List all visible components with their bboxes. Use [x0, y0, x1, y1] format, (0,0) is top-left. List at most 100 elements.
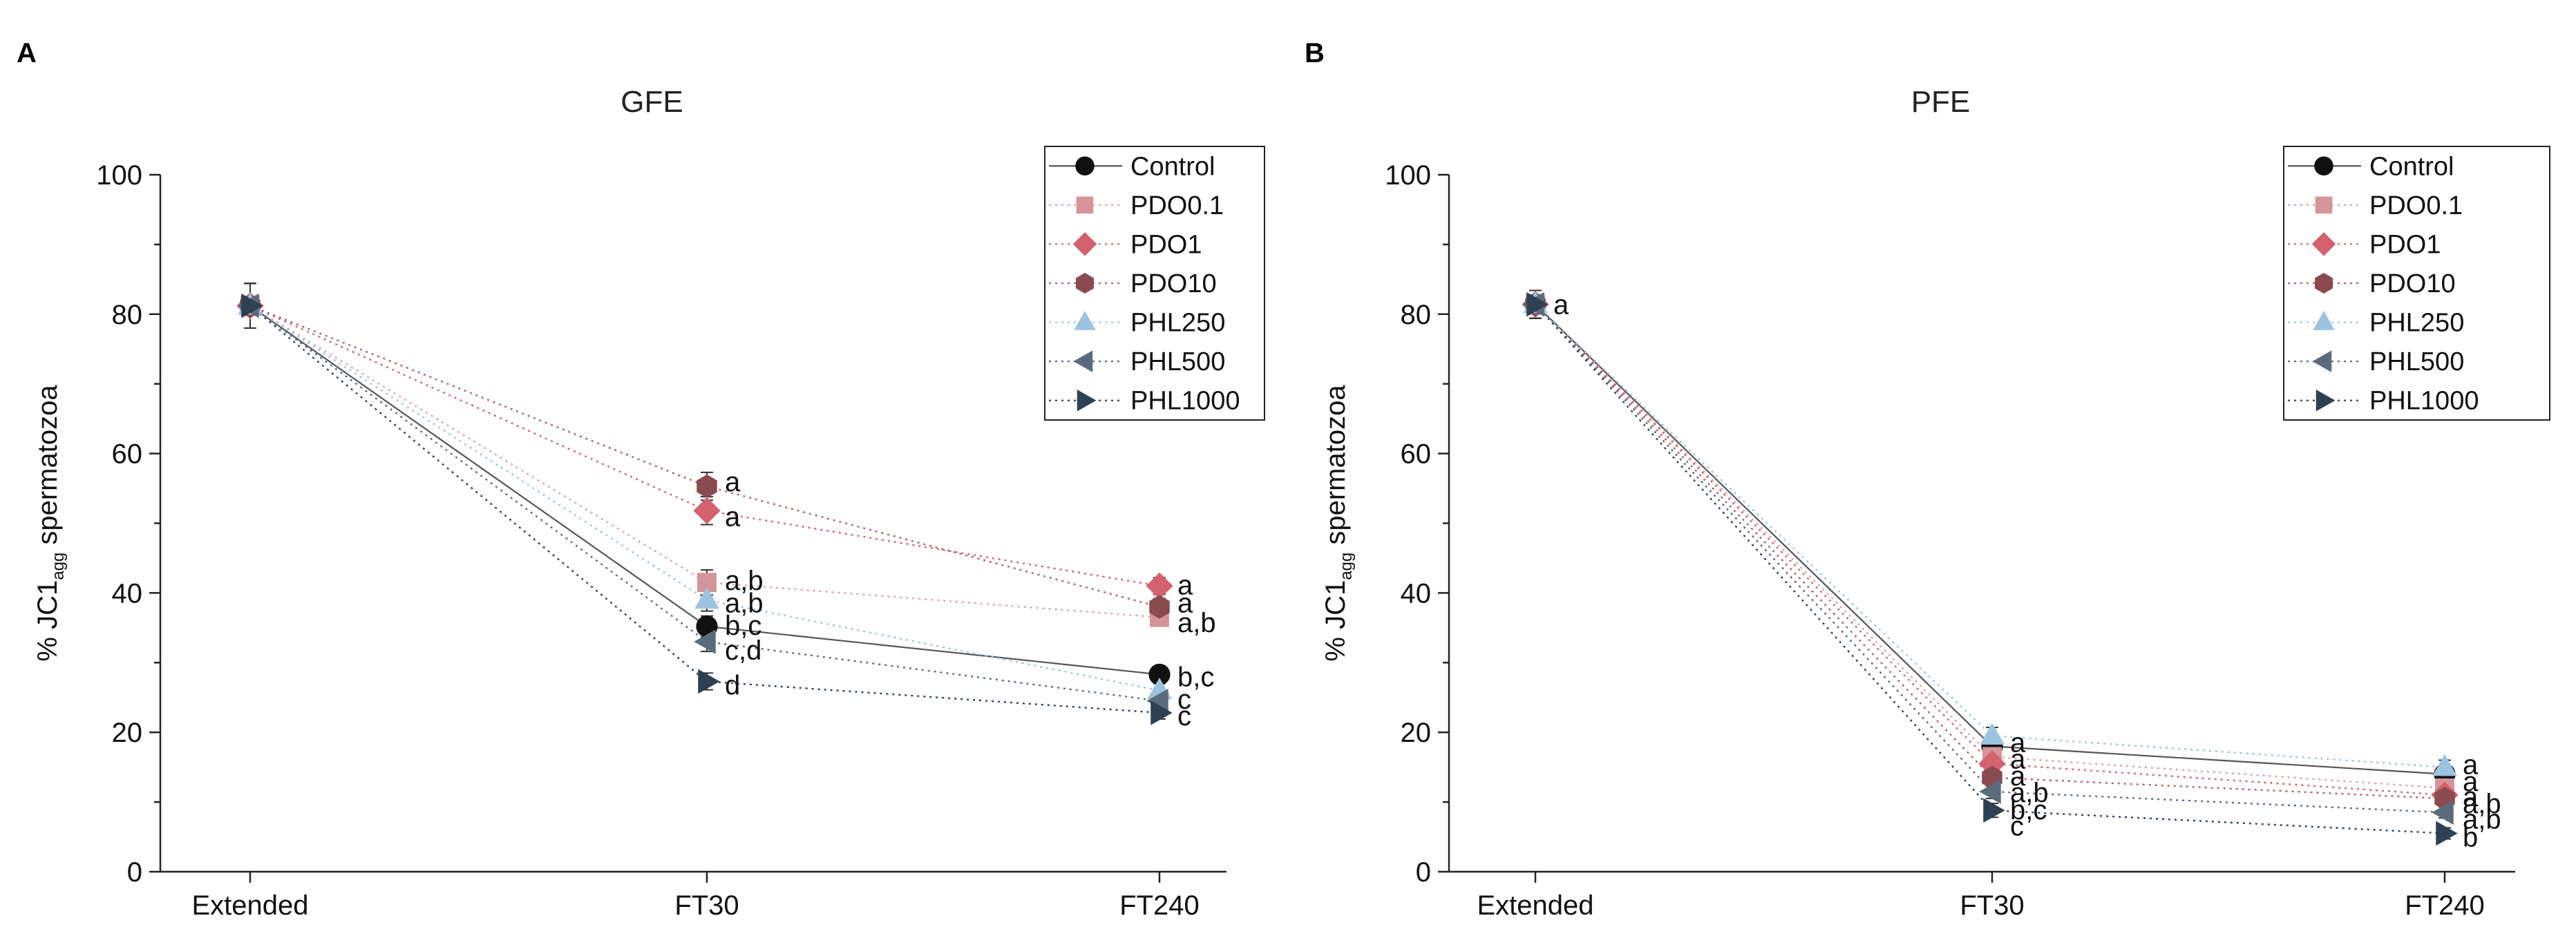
- significance-label: c,d: [725, 635, 761, 666]
- legend-label: PDO0.1: [2369, 191, 2463, 220]
- data-point-phl500: [694, 629, 716, 654]
- chart-panel-a: A GFE 0 20 40 60 80 100 Extended FT30 FT240 % JC1ag…: [17, 38, 1265, 921]
- legend-marker-control: [1075, 156, 1095, 176]
- legend: Control PDO0.1 PDO1 PDO10 PHL250 PHL500 PHL100…: [2283, 146, 2550, 421]
- y-tick-label: 60: [1401, 439, 1432, 470]
- significance-label: a: [1177, 589, 1193, 619]
- significance-label: a: [2463, 782, 2479, 812]
- significance-label: b,c: [1177, 662, 1214, 692]
- data-point-control: [1148, 663, 1171, 686]
- legend-label: PHL1000: [1130, 387, 1240, 416]
- series-line-pdo0.1: [1535, 303, 2445, 790]
- significance-label: a: [2010, 745, 2026, 775]
- legend-label: PHL250: [1130, 309, 1225, 338]
- data-point-phl500: [1146, 688, 1168, 714]
- significance-label: a: [2010, 761, 2026, 792]
- panel-label: B: [1305, 38, 1325, 68]
- chart-title: GFE: [621, 85, 683, 119]
- panel-label: A: [17, 38, 37, 68]
- data-point-phl1000: [241, 293, 263, 318]
- significance-label: b,c: [725, 611, 761, 641]
- x-tick-label: Extended: [191, 890, 308, 921]
- y-tick-label: 0: [1416, 857, 1431, 888]
- data-point-phl1000: [698, 669, 720, 694]
- y-tick-label: 40: [112, 578, 143, 609]
- x-tick-label: FT30: [674, 890, 739, 921]
- legend-label: PDO1: [2369, 230, 2441, 259]
- significance-label: c: [1177, 685, 1191, 715]
- significance-label: b: [2463, 823, 2478, 853]
- y-tick-label: 20: [1401, 718, 1432, 748]
- data-point-pdo1: [1146, 572, 1173, 600]
- data-point-phl1000: [1526, 291, 1549, 317]
- chart-panel-b: B PFE 0 20 40 60 80 100 Extended FT30 FT240 % JC1ag…: [1305, 38, 2550, 921]
- data-point-pdo10: [1149, 595, 1170, 619]
- legend-label: PDO0.1: [1130, 191, 1224, 220]
- legend-label: PDO1: [1130, 230, 1202, 259]
- y-axis-label: % JC1agg spermatozoa: [1320, 385, 1356, 662]
- legend-label: Control: [2369, 152, 2454, 181]
- significance-label: a,b: [725, 566, 764, 596]
- significance-label: c: [1177, 701, 1191, 731]
- series-line-pdo1: [249, 305, 1160, 587]
- significance-label: a: [2463, 750, 2479, 781]
- legend-label: PDO10: [1130, 269, 1217, 298]
- significance-label: a: [2010, 727, 2026, 758]
- legend-marker-phl1000: [1077, 389, 1097, 412]
- y-tick-label: 0: [127, 857, 142, 888]
- data-point-phl1000: [1150, 700, 1173, 725]
- x-tick-label: FT30: [1960, 890, 2024, 921]
- legend-marker-phl500: [1073, 350, 1093, 372]
- significance-label: b,c: [2010, 795, 2047, 825]
- legend-marker-phl250: [1074, 311, 1096, 330]
- series-line-phl250: [249, 305, 1160, 691]
- data-point-phl500: [2432, 800, 2454, 825]
- significance-label: a: [2463, 767, 2479, 797]
- x-tick-label: Extended: [1477, 890, 1593, 921]
- data-point-phl1000: [1983, 798, 2005, 823]
- legend-marker-pdo0.1: [1076, 196, 1094, 214]
- significance-label: c: [2010, 811, 2024, 841]
- y-tick-label: 60: [112, 439, 143, 470]
- legend-label: PHL500: [1130, 347, 1225, 376]
- series-line-pdo10: [249, 305, 1160, 608]
- data-point-phl1000: [2436, 821, 2458, 846]
- significance-label: a,b: [2010, 778, 2049, 808]
- y-tick-label: 80: [112, 300, 143, 330]
- significance-label: a: [725, 467, 741, 497]
- y-tick-label: 20: [112, 718, 143, 748]
- series-line-pdo10: [1535, 303, 2445, 800]
- legend-marker-control: [2314, 156, 2333, 176]
- significance-label: a,b: [1177, 608, 1216, 638]
- y-axis-label: % JC1agg spermatozoa: [32, 385, 68, 662]
- significance-label: a: [1177, 570, 1193, 600]
- legend-marker-phl500: [2312, 350, 2332, 372]
- legend-label: PHL500: [2369, 347, 2464, 376]
- legend-marker-pdo0.1: [2315, 196, 2333, 214]
- data-point-phl250: [1980, 723, 2005, 745]
- significance-label: a,b: [2463, 789, 2501, 819]
- legend-marker-pdo10: [2315, 273, 2333, 294]
- chart-title: PFE: [1911, 85, 1971, 119]
- legend-marker-pdo1: [2311, 232, 2336, 256]
- series-line-phl1000: [1535, 303, 2445, 834]
- data-point-phl500: [1979, 779, 2001, 804]
- data-point-pdo10: [697, 475, 717, 499]
- y-tick-label: 100: [1385, 160, 1431, 191]
- legend-label: PHL250: [2369, 309, 2464, 338]
- legend: Control PDO0.1 PDO1 PDO10 PHL250 PHL500 PHL100…: [1044, 146, 1265, 421]
- data-point-phl250: [2432, 754, 2457, 776]
- significance-label: d: [725, 671, 740, 701]
- y-tick-label: 40: [1401, 578, 1432, 609]
- y-tick-label: 100: [96, 160, 142, 191]
- x-tick-label: FT240: [1119, 890, 1200, 921]
- legend-marker-pdo10: [1076, 273, 1094, 294]
- significance-label: a: [1553, 290, 1569, 321]
- legend-marker-phl1000: [2315, 389, 2336, 412]
- data-point-pdo1: [693, 497, 721, 524]
- significance-label: a,b: [2463, 804, 2501, 834]
- legend-label: Control: [1130, 152, 1215, 181]
- y-tick-label: 80: [1401, 300, 1432, 330]
- legend-label: PDO10: [2369, 269, 2456, 298]
